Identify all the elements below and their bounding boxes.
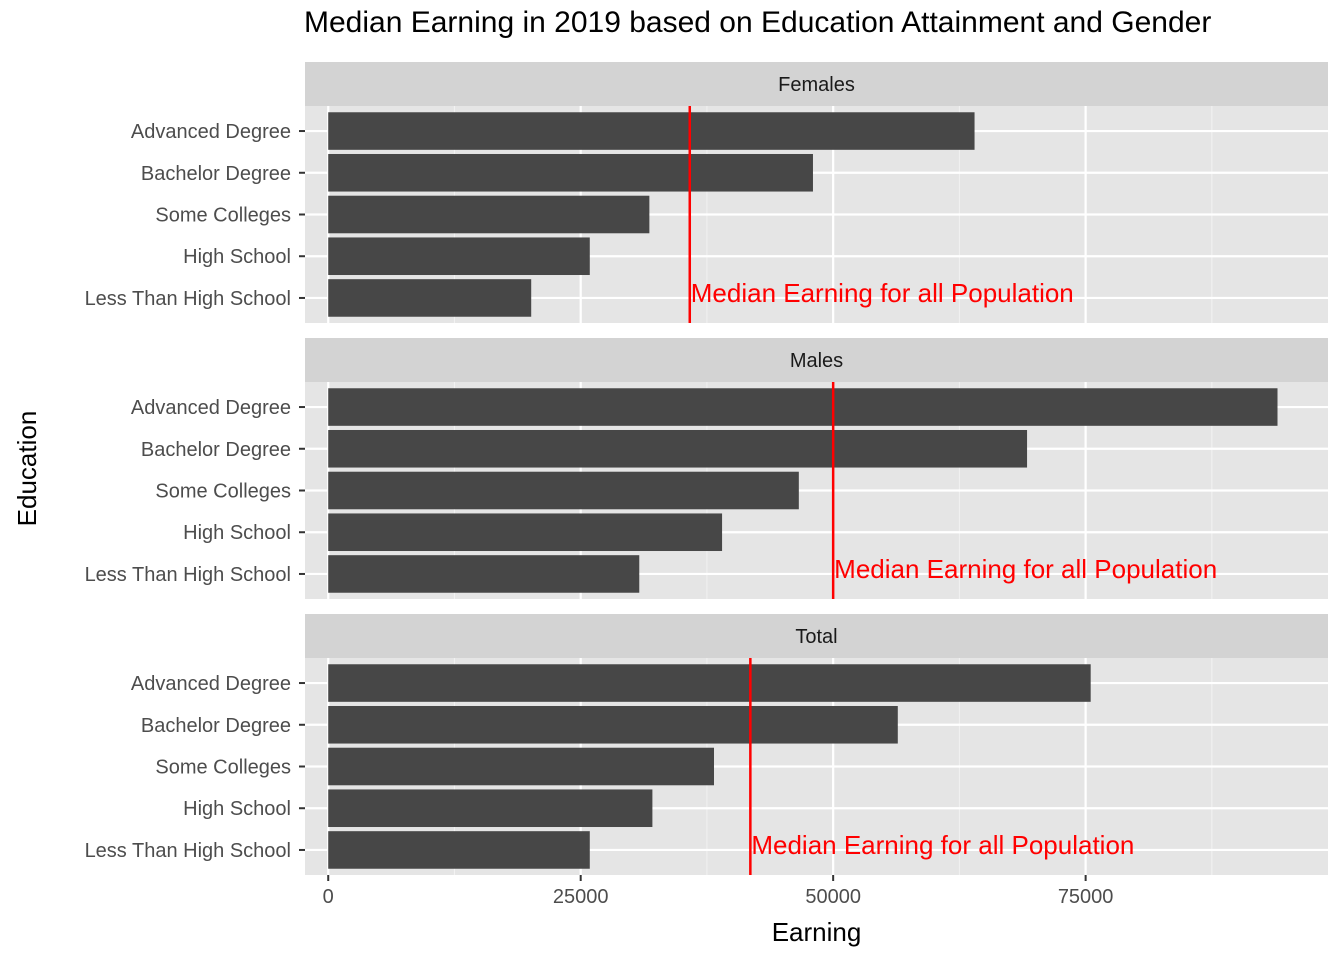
x-tick-label: 25000	[553, 886, 609, 908]
median-annotation: Median Earning for all Population	[834, 554, 1217, 584]
bar	[328, 705, 898, 744]
y-tick-label: High School	[183, 522, 291, 544]
median-annotation: Median Earning for all Population	[691, 278, 1074, 308]
y-tick-label: Some Colleges	[155, 481, 291, 503]
bar	[328, 279, 532, 317]
bar	[328, 237, 590, 276]
bar	[328, 153, 813, 192]
y-tick-label: Some Colleges	[155, 757, 291, 779]
y-tick-label: Some Colleges	[155, 205, 291, 227]
facet-strip	[305, 62, 1328, 106]
facet-label: Total	[795, 626, 837, 648]
bar	[328, 831, 590, 869]
y-tick-label: High School	[183, 798, 291, 820]
bar	[328, 789, 653, 828]
x-tick-label: 0	[323, 886, 334, 908]
chart-title: Median Earning in 2019 based on Educatio…	[304, 6, 1212, 39]
bar	[328, 388, 1278, 426]
bar	[328, 471, 799, 510]
facet-strip	[305, 614, 1328, 658]
y-tick-label: Advanced Degree	[131, 673, 291, 695]
facet-label: Females	[778, 74, 855, 96]
y-tick-label: High School	[183, 246, 291, 268]
x-tick-label: 50000	[805, 886, 861, 908]
y-tick-label: Less Than High School	[85, 564, 291, 586]
y-tick-label: Bachelor Degree	[141, 163, 291, 185]
facet-strip	[305, 338, 1328, 382]
y-tick-label: Bachelor Degree	[141, 715, 291, 737]
bar	[328, 195, 650, 234]
y-tick-label: Bachelor Degree	[141, 439, 291, 461]
facet-label: Males	[790, 350, 843, 372]
y-axis-title: Education	[12, 411, 42, 527]
x-tick-label: 75000	[1058, 886, 1114, 908]
bar	[328, 112, 975, 150]
bar	[328, 555, 640, 593]
y-tick-label: Advanced Degree	[131, 121, 291, 143]
x-axis-title: Earning	[772, 917, 862, 947]
y-tick-label: Less Than High School	[85, 288, 291, 310]
median-annotation: Median Earning for all Population	[751, 830, 1134, 860]
y-tick-label: Less Than High School	[85, 840, 291, 862]
bar	[328, 664, 1091, 702]
bar	[328, 429, 1028, 468]
bar	[328, 513, 723, 552]
bar	[328, 747, 714, 786]
y-tick-label: Advanced Degree	[131, 397, 291, 419]
